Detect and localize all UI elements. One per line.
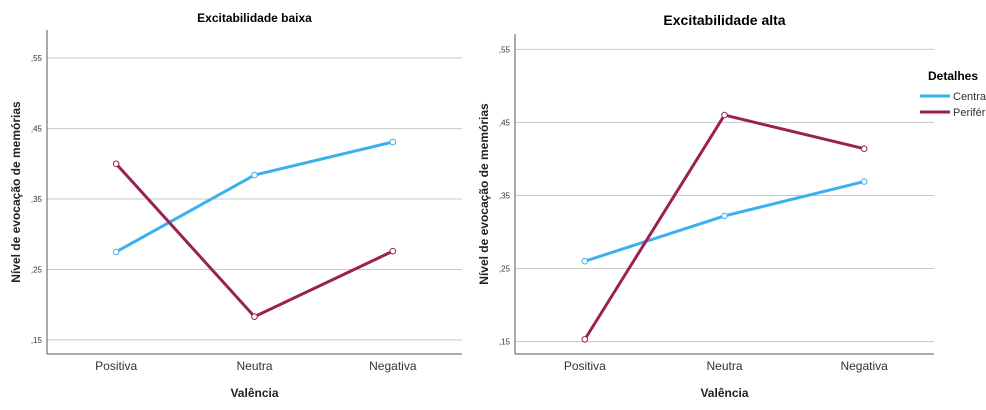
data-point-central: [581, 257, 589, 265]
chart-excitabilidade-alta: Excitabilidade alta ,15 ,25 ,35 ,45 ,55 Positi…: [477, 12, 934, 400]
y-tick-label: ,35: [499, 191, 511, 200]
x-axis-label: Valência: [230, 386, 278, 400]
chart-title: Excitabilidade alta: [663, 12, 785, 28]
series-line-central: [584, 180, 865, 263]
y-tick-label: ,15: [499, 338, 511, 347]
data-point-periferico: [581, 336, 589, 343]
legend-label-central: Central: [953, 91, 986, 103]
y-tick-label: ,45: [31, 125, 43, 134]
chart-excitabilidade-baixa: Excitabilidade baixa ,15 ,25 ,35 ,45 ,55 Posit…: [9, 11, 462, 400]
y-axis-label: Nível de evocação de memórias: [9, 101, 23, 283]
y-tick-label: ,15: [31, 336, 43, 345]
data-point-periferico: [860, 145, 868, 153]
y-tick-label: ,55: [499, 45, 511, 54]
x-tick-label: Negativa: [840, 359, 888, 373]
y-axis-label: Nível de evocação de memórias: [477, 103, 491, 285]
series-line-periferico: [583, 113, 865, 341]
data-point-central: [112, 248, 120, 256]
data-point-central: [860, 178, 868, 185]
legend: Detalhes Central Periférico: [920, 69, 986, 119]
chart-title: Excitabilidade baixa: [197, 11, 312, 25]
data-point-central: [251, 171, 258, 179]
x-tick-label: Neutra: [706, 359, 742, 373]
x-tick-label: Positiva: [95, 359, 137, 373]
y-tick-label: ,45: [499, 118, 511, 127]
series-line-central: [115, 140, 394, 254]
x-tick-label: Neutra: [236, 359, 272, 373]
legend-title: Detalhes: [928, 69, 978, 83]
x-tick-label: Positiva: [564, 359, 606, 373]
data-point-central: [389, 138, 397, 146]
data-point-periferico: [251, 313, 258, 320]
data-point-periferico: [389, 247, 397, 255]
series-line-periferico: [115, 162, 394, 319]
y-tick-label: ,55: [31, 54, 43, 63]
y-tick-label: ,25: [499, 265, 511, 274]
x-tick-label: Negativa: [369, 359, 417, 373]
y-tick-label: ,35: [31, 195, 43, 204]
data-point-periferico: [112, 160, 120, 168]
data-point-periferico: [721, 111, 728, 119]
x-axis-label: Valência: [700, 386, 748, 400]
legend-label-periferico: Periférico: [953, 107, 986, 119]
y-tick-label: ,25: [31, 265, 43, 274]
data-point-central: [721, 212, 728, 220]
